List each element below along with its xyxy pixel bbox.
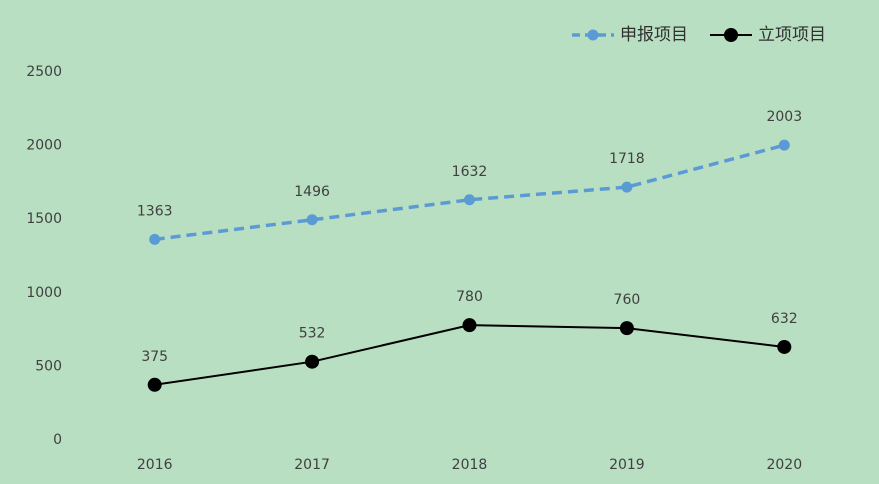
data-point	[464, 194, 475, 206]
data-label: 1632	[452, 164, 488, 180]
series-line	[154, 143, 785, 242]
data-label: 1718	[609, 151, 645, 167]
legend-marker	[724, 28, 738, 42]
data-point	[305, 354, 320, 369]
data-point	[147, 377, 162, 392]
legend-marker	[587, 29, 599, 41]
series-line	[154, 324, 785, 386]
legend-label: 立项项目	[758, 25, 826, 45]
x-tick-label: 2019	[609, 457, 645, 473]
data-label: 532	[299, 326, 326, 342]
data-point	[621, 181, 633, 193]
data-label: 1496	[294, 184, 330, 200]
y-tick-label: 2500	[26, 64, 62, 80]
data-label: 760	[614, 292, 641, 308]
data-label: 780	[456, 289, 483, 305]
y-tick-label: 1000	[26, 285, 62, 301]
data-point	[778, 139, 790, 151]
y-tick-label: 1500	[26, 211, 62, 227]
data-label: 632	[771, 311, 798, 327]
data-label: 2003	[766, 109, 802, 125]
x-tick-label: 2018	[452, 457, 488, 473]
y-tick-label: 0	[53, 432, 62, 448]
legend-label: 申报项目	[620, 25, 688, 45]
x-tick-label: 2020	[766, 457, 802, 473]
x-tick-label: 2017	[294, 457, 330, 473]
data-point	[149, 233, 161, 245]
y-tick-label: 500	[35, 358, 62, 374]
data-point	[619, 321, 634, 336]
data-label: 1363	[137, 203, 173, 219]
x-tick-label: 2016	[137, 457, 173, 473]
y-tick-label: 2000	[26, 138, 62, 154]
data-point	[777, 339, 792, 354]
data-label: 375	[141, 349, 168, 365]
data-point	[306, 214, 318, 226]
data-point	[462, 318, 477, 333]
